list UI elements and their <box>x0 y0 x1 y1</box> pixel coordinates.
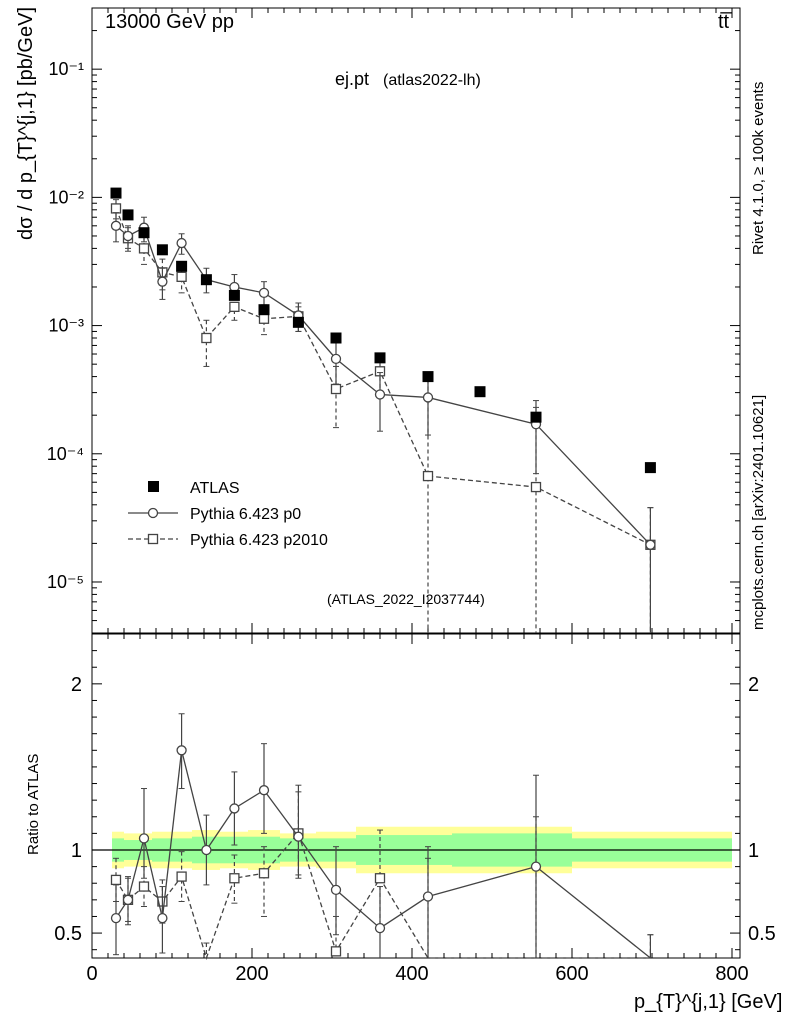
main-ytick-label: 10⁻⁴ <box>47 444 84 464</box>
p0-point <box>110 220 122 231</box>
atlas-point <box>156 244 168 256</box>
legend-atlas-marker <box>148 481 159 492</box>
ratio-p0-point <box>330 884 342 896</box>
ratio-p0-point <box>374 922 386 934</box>
legend-p2010-marker <box>147 533 159 545</box>
p2010-point <box>229 301 240 312</box>
p2010-point <box>258 313 270 324</box>
mcplots-label: mcplots.cern.ch [arXiv:2401.10621] <box>750 395 767 630</box>
main-ytick-label: 10⁻⁵ <box>47 572 84 592</box>
ratio-p0-point <box>157 912 168 924</box>
atlas-point <box>330 332 342 344</box>
ratio-p2010-point <box>138 881 150 892</box>
ratio-p0-point <box>201 844 212 856</box>
rivet-label: Rivet 4.1.0, ≥ 100k events <box>750 82 767 255</box>
ratio-xtick-label: 600 <box>555 963 588 985</box>
p0-point <box>330 353 342 365</box>
p0-point <box>157 276 168 287</box>
ratio-p2010-point <box>258 868 270 879</box>
p2010-point <box>422 470 434 482</box>
ratio-p0-point <box>293 831 304 842</box>
atlas-point <box>292 316 304 328</box>
ratio-p0-point <box>110 912 122 924</box>
legend-p2010-label: Pythia 6.423 p2010 <box>190 532 328 549</box>
main-ytick-label: 10⁻³ <box>48 316 84 336</box>
main-ytick-label: 10⁻² <box>48 187 84 207</box>
p0-point <box>176 237 187 249</box>
ratio-ytick-label: 1 <box>71 840 82 862</box>
p0-point <box>374 389 386 400</box>
atlas-point <box>176 260 188 272</box>
ratio-xtick-label: 800 <box>715 963 748 985</box>
ratio-p2010-point <box>330 946 342 957</box>
plot-title: ej.pt <box>335 69 369 89</box>
ratio-ytick-label-right: 0.5 <box>748 923 776 945</box>
ratio-ytick-label: 0.5 <box>54 923 82 945</box>
p2010-point <box>176 271 187 282</box>
process-label: tt̅ <box>718 11 732 33</box>
ratio-xtick-label: 0 <box>86 963 97 985</box>
ratio-ytick-label: 2 <box>71 674 82 696</box>
legend-p0-marker <box>147 507 159 519</box>
ratio-p0-point <box>176 745 187 756</box>
ratio-ytick-label-right: 2 <box>748 674 759 696</box>
main-ylabel: dσ / d p_{T}^{j,1} [pb/GeV] <box>15 7 37 240</box>
p2010-point <box>330 383 342 395</box>
p0-point <box>422 392 434 403</box>
ratio-xlabel: p_{T}^{j,1} [GeV] <box>634 991 782 1013</box>
ratio-xtick-label: 400 <box>395 963 428 985</box>
ratio-p2010-point <box>110 874 122 886</box>
atlas-point <box>138 227 150 239</box>
ratio-panel: 0.5 0.5 1 1 2 2 0 200 400 600 800 Ratio to ATLAS p… <box>25 633 782 1013</box>
atlas-point <box>200 274 212 286</box>
ratio-ylabel: Ratio to ATLAS <box>25 754 42 855</box>
beam-label: 13000 GeV pp <box>105 11 234 33</box>
plot-title-tag: (atlas2022-lh) <box>383 72 481 89</box>
atlas-point <box>258 304 270 316</box>
atlas-point <box>110 187 122 199</box>
p2010-point <box>110 203 122 214</box>
ratio-frame <box>91 633 741 959</box>
ratio-p2010-point <box>176 871 187 882</box>
main-frame <box>91 7 741 634</box>
main-panel: 10⁻¹ 10⁻² 10⁻³ 10⁻⁴ 10⁻⁵ ej.pt (atlas2022-lh… <box>15 7 741 634</box>
ratio-p0-point <box>122 894 134 905</box>
atlas-point <box>474 386 486 398</box>
p0-point <box>122 230 134 242</box>
atlas-point <box>374 352 386 364</box>
ratio-p2010-point <box>374 873 386 884</box>
ratio-p0-point <box>258 785 270 796</box>
atlas-point <box>422 371 434 383</box>
main-ytick-label: 10⁻¹ <box>48 59 84 79</box>
atlas-point <box>122 209 134 221</box>
p2010-point <box>530 481 542 493</box>
legend: ATLAS Pythia 6.423 p0 Pythia 6.423 p2010 <box>128 480 328 549</box>
ratio-ytick-label-right: 1 <box>748 840 759 862</box>
ratio-p0-point <box>530 861 542 872</box>
atlas-point <box>228 289 240 301</box>
atlas-point <box>644 462 656 474</box>
p0-point <box>645 539 656 550</box>
p2010-point <box>201 332 212 344</box>
ratio-p0-line <box>115 750 651 959</box>
ratio-p0-point <box>422 891 434 902</box>
ratio-p0-point <box>138 833 150 844</box>
ratio-xtick-label: 200 <box>235 963 268 985</box>
p2010-point <box>138 243 150 254</box>
ratio-p2010-point <box>229 873 240 884</box>
legend-p0-label: Pythia 6.423 p0 <box>190 506 301 523</box>
analysis-label: (ATLAS_2022_I2037744) <box>327 591 485 607</box>
atlas-point <box>530 411 542 423</box>
ratio-p0-point <box>229 803 240 814</box>
p0-point <box>258 287 270 298</box>
legend-atlas-label: ATLAS <box>190 480 240 497</box>
